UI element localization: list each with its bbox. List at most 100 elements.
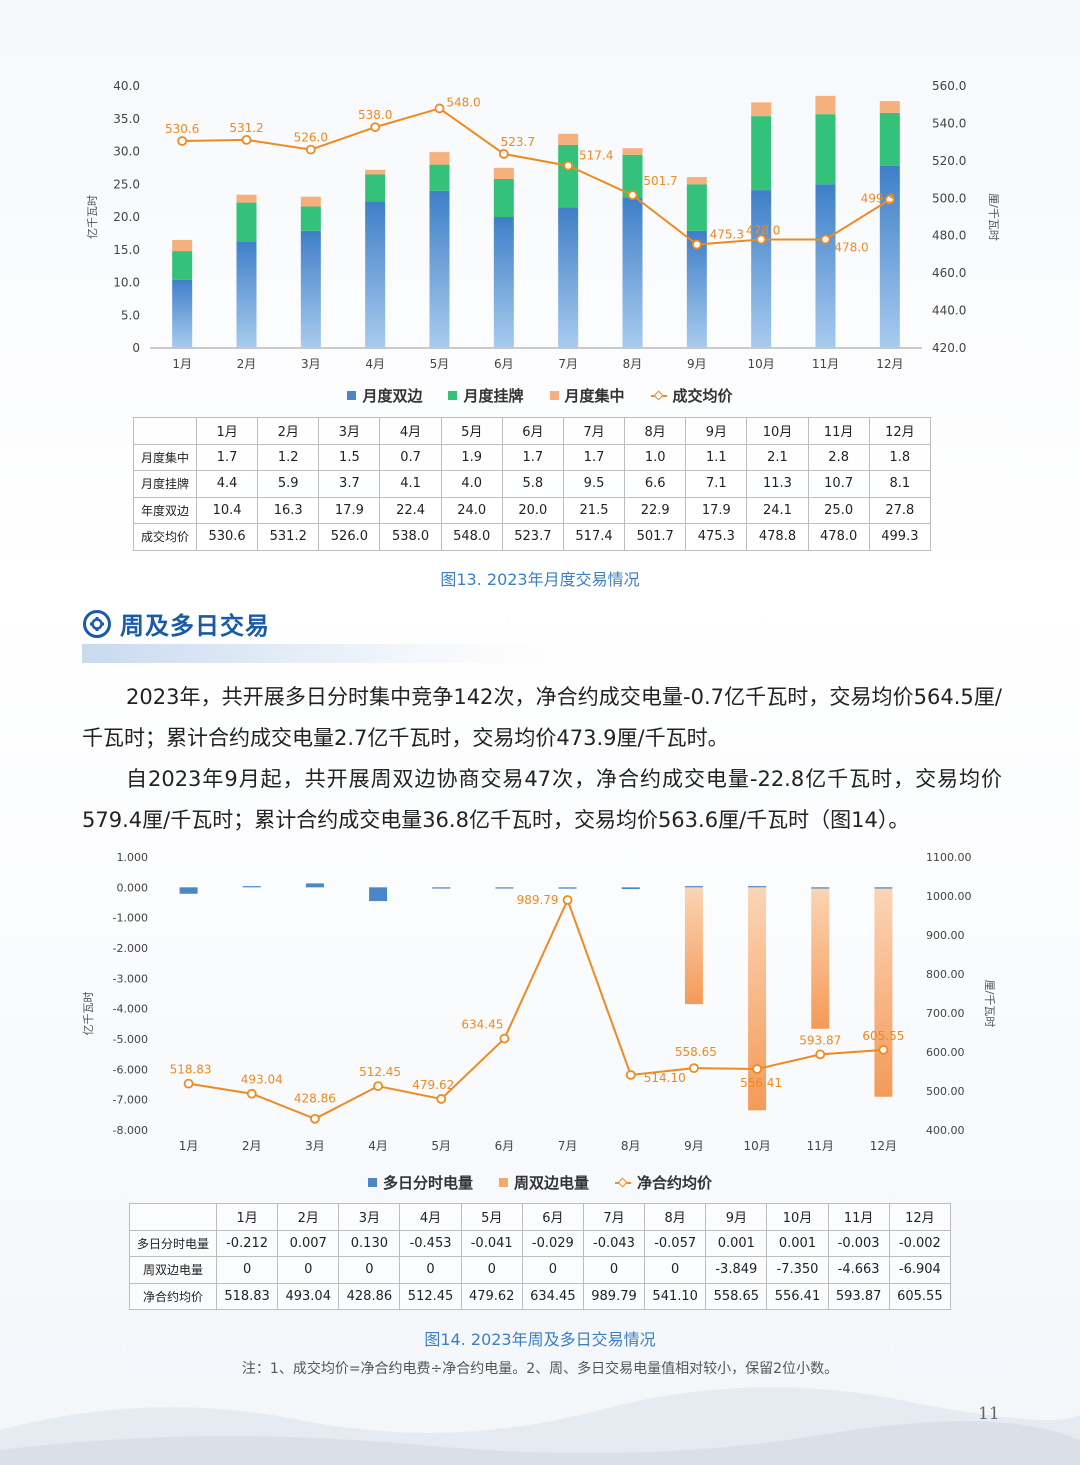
price-label: 479.62 xyxy=(412,1078,454,1092)
table-cell: 10月 xyxy=(746,417,809,445)
section-header: 周及多日交易 xyxy=(82,606,270,641)
table-cell: 0 xyxy=(582,1256,646,1284)
price-point xyxy=(884,194,895,205)
price-label: 556.41 xyxy=(740,1076,782,1090)
y-tick-label: 30.0 xyxy=(113,145,140,159)
table-cell: 1月 xyxy=(195,417,259,445)
paragraph-2: 自2023年9月起，共开展周双边协商交易47次，净合约成交电量-22.8亿千瓦时… xyxy=(82,767,1002,832)
bar-segment xyxy=(429,164,450,191)
table-cell: 0.130 xyxy=(338,1229,401,1257)
table-cell: 6月 xyxy=(521,1203,584,1231)
figure14-caption: 图14. 2023年周及多日交易情况 xyxy=(424,1330,656,1349)
table-cell: 27.8 xyxy=(868,496,932,524)
y2-tick-label: 1000.00 xyxy=(926,890,972,903)
table-cell: 538.0 xyxy=(379,523,442,551)
y-tick-label: 10.0 xyxy=(113,276,140,290)
legend-label: 月度挂牌 xyxy=(463,387,524,405)
bar-segment xyxy=(815,95,836,115)
table-cell: 428.86 xyxy=(338,1282,401,1310)
y-tick-label: 20.0 xyxy=(113,210,140,224)
x-tick-label: 6月 xyxy=(495,1139,515,1153)
x-tick-label: 1月 xyxy=(172,357,192,370)
price-point xyxy=(691,239,702,250)
legend-swatch xyxy=(367,1178,377,1187)
price-label: 558.65 xyxy=(675,1045,717,1059)
price-point xyxy=(756,234,767,245)
price-label: 548.0 xyxy=(446,95,480,109)
price-point xyxy=(562,895,573,905)
row-header-cell xyxy=(129,1203,217,1231)
table-cell: -4.663 xyxy=(827,1256,890,1284)
y2-tick-label: 420.0 xyxy=(932,341,966,355)
x-tick-label: 10月 xyxy=(743,1139,770,1153)
table-cell: 5月 xyxy=(460,1203,523,1231)
price-label: 526.0 xyxy=(294,131,328,145)
price-label: 517.4 xyxy=(579,149,613,163)
price-label: 538.0 xyxy=(358,108,392,122)
y-tick-label: -2.000 xyxy=(113,942,148,955)
x-tick-label: 7月 xyxy=(558,357,578,370)
table-cell: 11.3 xyxy=(746,470,809,498)
table-cell: 479.62 xyxy=(460,1282,523,1310)
y2-tick-label: 500.0 xyxy=(932,191,966,205)
table-cell: -0.029 xyxy=(521,1229,584,1257)
bar-segment xyxy=(172,279,193,348)
bar-segment xyxy=(558,133,579,145)
price-point xyxy=(373,1081,383,1092)
table-cell: 6月 xyxy=(501,417,564,445)
x-tick-label: 12月 xyxy=(876,357,903,370)
table-cell: 17.9 xyxy=(318,496,381,524)
table-cell: 2.8 xyxy=(807,443,870,471)
section-logo-icon xyxy=(83,609,111,638)
y-tick-label: 0.000 xyxy=(117,881,149,894)
price-point xyxy=(305,144,316,155)
table-cell: 531.2 xyxy=(257,523,320,551)
table-cell: 7.1 xyxy=(685,470,748,498)
row-header-cell: 成交均价 xyxy=(133,523,197,551)
price-point xyxy=(434,103,445,114)
x-tick-label: 7月 xyxy=(558,1139,578,1153)
table-row: 周双边电量 0 0 0 0 0 0 0 0 -3.849 -7.350 -4.663 -6.904 xyxy=(129,1256,952,1284)
table-cell: 0.7 xyxy=(379,443,442,471)
price-label: 523.7 xyxy=(501,135,535,149)
x-tick-label: 2月 xyxy=(242,1139,262,1153)
x-tick-label: 6月 xyxy=(494,357,514,370)
bar-segment xyxy=(751,190,772,348)
table-cell: 9.5 xyxy=(562,470,626,498)
price-line xyxy=(188,897,884,1120)
legend-swatch xyxy=(650,391,667,400)
y-tick-label: 1.000 xyxy=(117,851,149,864)
bar-segment xyxy=(686,177,707,185)
paragraph-1: 2023年，共开展多日分时集中竞争142次，净合约成交电量-0.7亿千瓦时，交易… xyxy=(82,685,1002,750)
y2-tick-label: 1100.00 xyxy=(926,851,972,864)
table-cell: 7月 xyxy=(562,417,626,445)
weekly-bar xyxy=(811,887,830,1029)
table-cell: -0.003 xyxy=(827,1229,890,1257)
table-cell: 2月 xyxy=(277,1203,340,1231)
y-axis-label: 亿千瓦时 xyxy=(82,992,95,1036)
price-label: 428.86 xyxy=(294,1092,336,1106)
table-cell: 3.7 xyxy=(318,470,381,498)
table-cell: 5.8 xyxy=(501,470,564,498)
table-cell: 499.3 xyxy=(868,523,932,551)
bar-segment xyxy=(236,202,257,242)
bar-segment xyxy=(236,194,257,203)
x-tick-label: 11月 xyxy=(807,1139,834,1153)
x-tick-label: 9月 xyxy=(687,357,707,370)
table-cell: 16.3 xyxy=(257,496,320,524)
x-tick-label: 4月 xyxy=(368,1139,388,1153)
bar-segment xyxy=(686,184,707,231)
bar-segment xyxy=(815,184,836,348)
table-cell: 9月 xyxy=(685,417,748,445)
y-tick-label: -8.000 xyxy=(113,1124,148,1137)
table-cell: 1月 xyxy=(215,1203,279,1231)
table-cell: 517.4 xyxy=(562,523,626,551)
table-cell: 4.0 xyxy=(440,470,503,498)
price-point xyxy=(563,160,574,171)
bar-segment xyxy=(879,165,900,348)
row-header-cell: 月度挂牌 xyxy=(133,470,197,498)
multiday-bar xyxy=(874,887,893,889)
bar-segment xyxy=(493,217,514,348)
table-cell: 1.7 xyxy=(195,443,259,471)
table-cell: -0.041 xyxy=(460,1229,523,1257)
